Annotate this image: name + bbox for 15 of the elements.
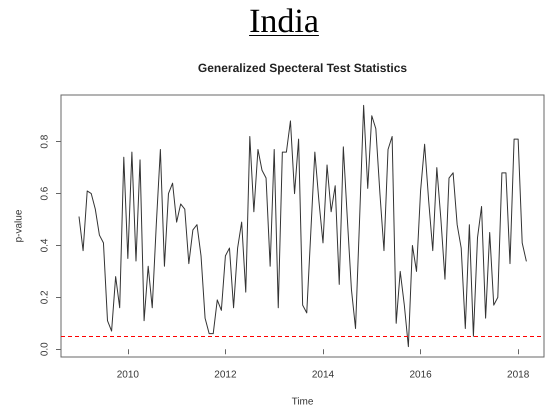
y-axis-title: p-value — [14, 209, 24, 242]
chart-subtitle: Generalized Specteral Test Statistics — [196, 61, 408, 75]
x-axis-title: Time — [292, 396, 314, 408]
x-tick-label: 2014 — [312, 370, 335, 380]
y-tick-label: 0.0 — [40, 342, 50, 356]
x-tick-label: 2012 — [214, 370, 237, 380]
y-tick-label: 0.6 — [40, 186, 50, 201]
x-tick-label: 2018 — [507, 370, 530, 380]
line-series — [78, 104, 527, 348]
y-tick-label: 0.8 — [40, 134, 50, 149]
y-tick-label: 0.4 — [40, 238, 50, 252]
x-tick-label: 2016 — [409, 370, 432, 380]
y-tick-label: 0.2 — [40, 290, 50, 304]
chart-title: India — [248, 3, 320, 40]
x-tick-label: 2010 — [116, 370, 140, 380]
